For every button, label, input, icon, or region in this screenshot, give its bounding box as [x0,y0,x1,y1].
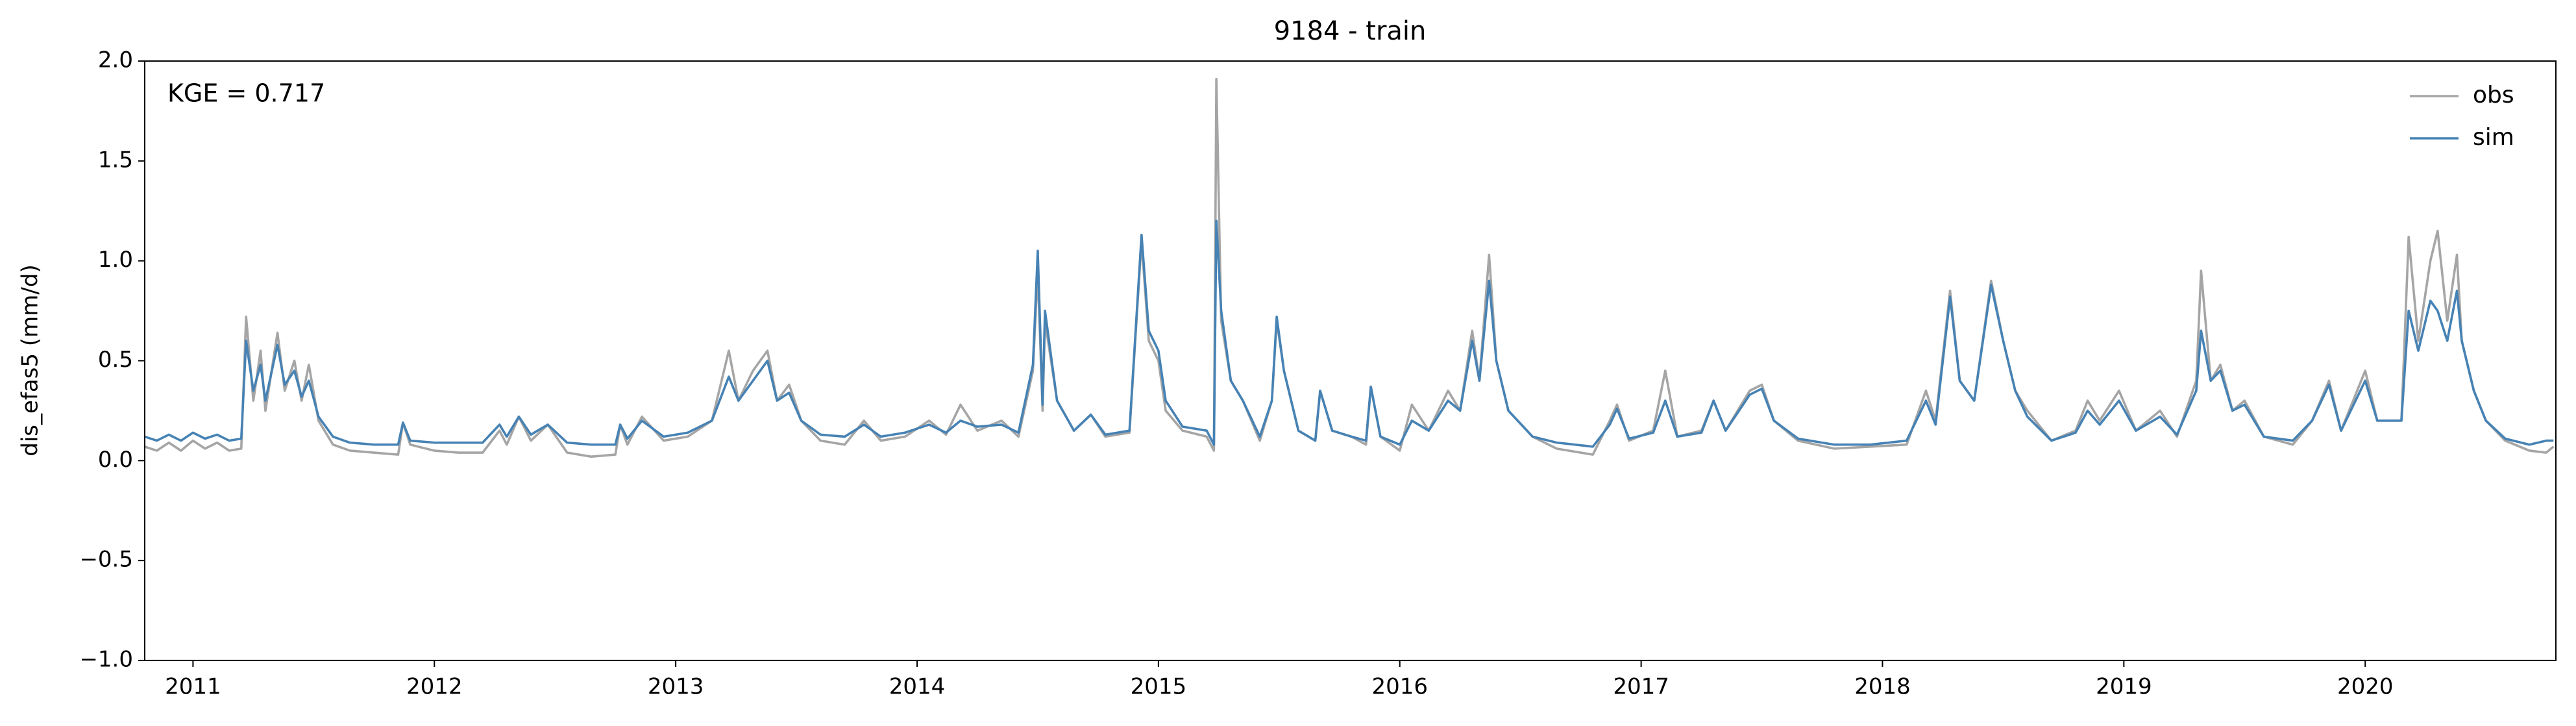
legend-label: sim [2473,124,2514,151]
annotation: KGE = 0.717 [167,79,325,108]
x-tick-label: 2016 [1371,674,1428,700]
y-tick-label: 0.0 [98,447,133,473]
x-tick-label: 2018 [1854,674,1911,700]
x-tick-label: 2011 [165,674,221,700]
y-axis-label: dis_efas5 (mm/d) [18,264,43,456]
x-tick-label: 2015 [1131,674,1187,700]
legend-label: obs [2473,82,2514,108]
chart-title: 9184 - train [1274,16,1427,46]
y-tick-label: 1.5 [98,147,133,173]
y-tick-label: −0.5 [79,547,133,573]
x-tick-label: 2019 [2096,674,2152,700]
x-tick-label: 2013 [648,674,704,700]
y-tick-label: −1.0 [79,647,133,673]
series-line [145,219,2554,448]
y-tick-label: 1.0 [98,247,133,273]
x-tick-label: 2012 [406,674,463,700]
y-tick-label: 2.0 [98,47,133,73]
x-tick-label: 2014 [889,674,946,700]
plot-frame [144,60,2557,661]
y-tick-label: 0.5 [98,347,133,373]
x-tick-label: 2017 [1613,674,1669,700]
x-tick-label: 2020 [2337,674,2394,700]
